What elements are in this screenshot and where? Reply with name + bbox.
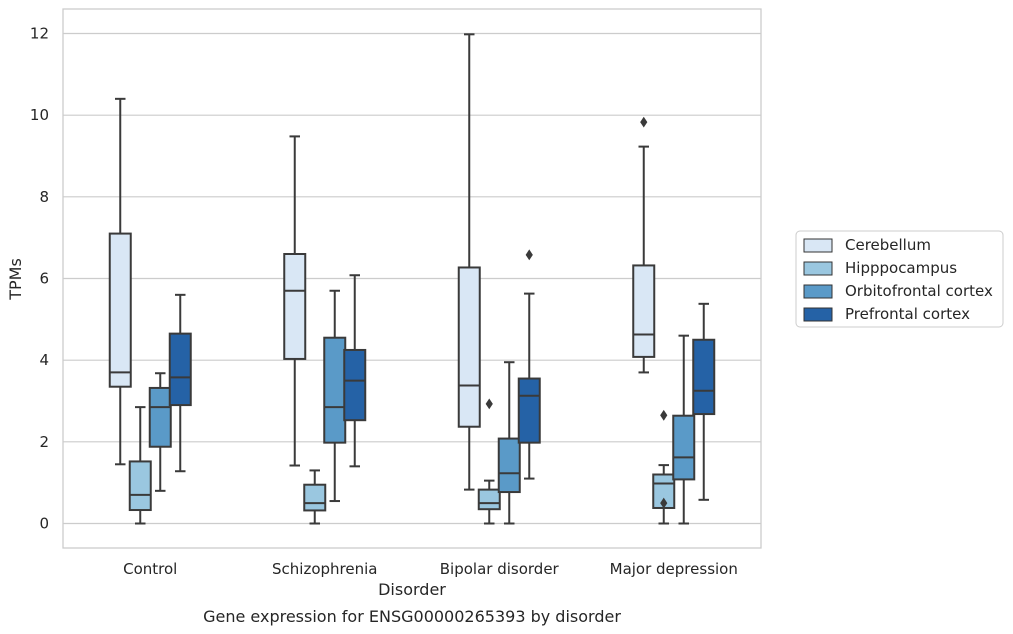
- x-tick-label: Major depression: [610, 560, 738, 578]
- legend-swatch: [803, 238, 833, 253]
- box-iqr: [303, 483, 327, 512]
- box-hipppocampus: [128, 406, 152, 525]
- x-tick-label: Control: [123, 560, 177, 578]
- x-tick-label: Bipolar disorder: [440, 560, 560, 578]
- box-iqr: [672, 414, 696, 481]
- box-orbitofrontal-cortex: [672, 334, 696, 525]
- box-prefrontal-cortex: [692, 302, 716, 501]
- legend: Cerebellum Hipppocampus Orbitofrontal cort…: [795, 230, 1004, 328]
- box-iqr: [283, 253, 307, 360]
- chart-caption: Gene expression for ENSG00000265393 by d…: [203, 607, 621, 626]
- legend-swatch: [803, 307, 833, 322]
- box-iqr: [323, 336, 347, 444]
- y-tick-label: 6: [39, 270, 49, 288]
- x-tick-label: Schizophrenia: [272, 560, 377, 578]
- box-cerebellum: [108, 97, 132, 466]
- box-cerebellum: [632, 116, 656, 374]
- box-iqr: [343, 348, 367, 422]
- legend-swatch: [803, 261, 833, 276]
- box-prefrontal-cortex: [517, 249, 541, 480]
- box-iqr: [692, 338, 716, 416]
- legend-frame: [795, 230, 1004, 328]
- box-iqr: [108, 232, 132, 388]
- box-iqr: [632, 264, 656, 358]
- outlier-point: [525, 249, 533, 261]
- y-tick-label: 2: [39, 433, 49, 451]
- box-prefrontal-cortex: [168, 293, 192, 473]
- plot-frame: [62, 8, 762, 549]
- y-tick-labels: 0 2 4 6 8 10 12: [30, 25, 49, 533]
- x-tick-labels: Control Schizophrenia Bipolar disorder Majo…: [123, 560, 738, 578]
- box-hipppocampus: [477, 398, 501, 525]
- y-tick-label: 12: [30, 25, 49, 43]
- box-iqr: [457, 266, 481, 428]
- legend-label: Orbitofrontal cortex: [845, 282, 993, 300]
- box-cerebellum: [457, 33, 481, 491]
- box-prefrontal-cortex: [343, 274, 367, 468]
- box-iqr: [148, 386, 172, 448]
- y-tick-label: 0: [39, 515, 49, 533]
- x-axis-label: Disorder: [378, 580, 446, 599]
- box-iqr: [517, 377, 541, 444]
- y-axis-label: TPMs: [6, 258, 25, 301]
- legend-label: Hipppocampus: [845, 259, 957, 277]
- box-iqr: [497, 437, 521, 494]
- box-orbitofrontal-cortex: [497, 361, 521, 525]
- legend-label: Cerebellum: [845, 236, 931, 254]
- outlier-point: [660, 497, 668, 509]
- box-iqr: [128, 460, 152, 512]
- box-orbitofrontal-cortex: [148, 372, 172, 492]
- box-iqr: [477, 488, 501, 511]
- y-tick-label: 10: [30, 106, 49, 124]
- box-iqr: [168, 332, 192, 407]
- legend-swatch: [803, 284, 833, 299]
- boxes: [108, 33, 716, 525]
- y-tick-label: 4: [39, 351, 49, 369]
- outlier-point: [660, 409, 668, 421]
- box-hipppocampus: [652, 409, 676, 525]
- box-cerebellum: [283, 135, 307, 467]
- box-orbitofrontal-cortex: [323, 289, 347, 503]
- outlier-point: [485, 398, 493, 410]
- y-tick-label: 8: [39, 188, 49, 206]
- outlier-point: [640, 116, 648, 128]
- legend-label: Prefrontal cortex: [845, 305, 970, 323]
- box-hipppocampus: [303, 469, 327, 525]
